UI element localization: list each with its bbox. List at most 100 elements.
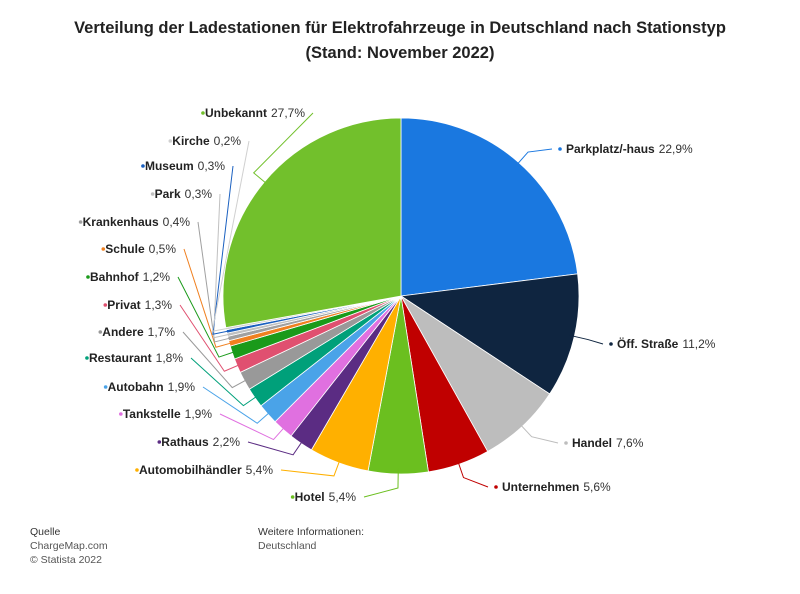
legend-dot (150, 192, 155, 196)
label-value: 0,3% (198, 159, 226, 173)
leader-line (179, 304, 243, 372)
label-value: 0,4% (163, 215, 191, 229)
legend-dot (558, 147, 562, 151)
label-name: Restaurant (89, 351, 152, 365)
legend-dot (157, 440, 162, 444)
leader-line (177, 276, 238, 358)
legend-dot (201, 111, 205, 115)
leader-line (190, 357, 260, 407)
leader-line (456, 459, 489, 488)
label-name: Handel (572, 436, 612, 450)
label-name: Unternehmen (502, 480, 579, 494)
pie-slice (222, 117, 402, 329)
label-value: 0,2% (214, 134, 242, 148)
label-value: 1,3% (145, 298, 173, 312)
legend-dot (564, 441, 568, 445)
label-name: Tankstelle (123, 407, 181, 421)
label-value: 0,5% (149, 242, 177, 256)
label-value: 5,6% (583, 480, 611, 494)
leader-line (212, 165, 234, 335)
leader-line (197, 221, 234, 343)
data-label: Öff. Straße 11,2% (617, 336, 716, 351)
label-name: Schule (105, 242, 145, 256)
label-value: 11,2% (682, 337, 715, 351)
label-value: 1,2% (143, 270, 171, 284)
label-name: Museum (145, 159, 194, 173)
legend-dot (135, 468, 139, 472)
data-label: Kirche 0,2% (172, 134, 241, 148)
leader-line (182, 331, 250, 389)
label-name: Parkplatz/-haus (566, 142, 655, 156)
label-name: Kirche (172, 134, 210, 148)
label-value: 7,6% (616, 436, 644, 450)
label-value: 1,7% (148, 325, 176, 339)
label-name: Krankenhaus (83, 215, 159, 229)
data-label: Rathaus 2,2% (161, 435, 240, 449)
chart-title: Verteilung der Ladestationen für Elektro… (74, 19, 726, 37)
legend-dot (78, 220, 83, 224)
legend-dot (119, 412, 123, 416)
label-name: Park (155, 187, 181, 201)
label-name: Öff. Straße (617, 336, 679, 351)
label-value: 1,8% (156, 351, 184, 365)
data-label: Automobilhändler 5,4% (139, 463, 273, 477)
leader-line (514, 148, 553, 167)
data-label: Unbekannt 27,7% (205, 106, 305, 120)
leader-line (213, 193, 233, 339)
data-label: Autobahn 1,9% (108, 380, 196, 394)
data-label: Parkplatz/-haus 22,9% (566, 142, 693, 156)
chart-subtitle: (Stand: November 2022) (306, 44, 495, 62)
leader-line (247, 438, 305, 456)
legend-dot (86, 275, 90, 279)
leader-line (569, 334, 604, 345)
legend-dot (609, 342, 613, 346)
label-value: 5,4% (329, 490, 357, 504)
data-label: Schule 0,5% (105, 242, 176, 256)
leader-line (219, 413, 287, 441)
label-value: 1,9% (185, 407, 213, 421)
label-name: Automobilhändler (139, 463, 242, 477)
label-value: 27,7% (271, 106, 305, 120)
data-label: Restaurant 1,8% (89, 351, 183, 365)
data-label: Privat 1,3% (107, 298, 172, 312)
info-label: Weitere Informationen: (258, 526, 364, 538)
leader-line (518, 422, 559, 444)
source-label: Quelle (30, 526, 61, 538)
data-label: Handel 7,6% (572, 436, 644, 450)
legend-dot (494, 485, 498, 489)
label-name: Unbekannt (205, 106, 267, 120)
label-name: Privat (107, 298, 140, 312)
label-value: 2,2% (213, 435, 241, 449)
data-label: Krankenhaus 0,4% (83, 215, 191, 229)
data-label: Hotel 5,4% (295, 490, 357, 504)
data-label: Bahnhof 1,2% (90, 270, 170, 284)
label-name: Hotel (295, 490, 325, 504)
label-name: Bahnhof (90, 270, 140, 284)
leader-line (363, 468, 399, 498)
source: ChargeMap.com (30, 540, 108, 552)
label-value: 0,3% (185, 187, 213, 201)
label-value: 22,9% (659, 142, 693, 156)
leader-line (211, 140, 250, 332)
label-name: Andere (102, 325, 144, 339)
info: Deutschland (258, 540, 317, 552)
legend-dot (101, 247, 106, 251)
legend-dot (103, 385, 108, 389)
label-name: Rathaus (161, 435, 209, 449)
data-label: Park 0,3% (155, 187, 213, 201)
leader-line (202, 386, 273, 424)
data-label: Museum 0,3% (145, 159, 225, 173)
legend-dot (103, 303, 108, 307)
legend-dot (141, 164, 145, 168)
legend-dot (85, 356, 89, 360)
leader-line (183, 248, 235, 348)
leader-line (252, 112, 314, 186)
label-value: 5,4% (246, 463, 274, 477)
copyright: © Statista 2022 (30, 554, 102, 566)
label-value: 1,9% (168, 380, 196, 394)
legend-dot (98, 330, 103, 334)
legend-dot (168, 139, 173, 143)
data-label: Unternehmen 5,6% (502, 480, 611, 494)
data-label: Tankstelle 1,9% (123, 407, 212, 421)
